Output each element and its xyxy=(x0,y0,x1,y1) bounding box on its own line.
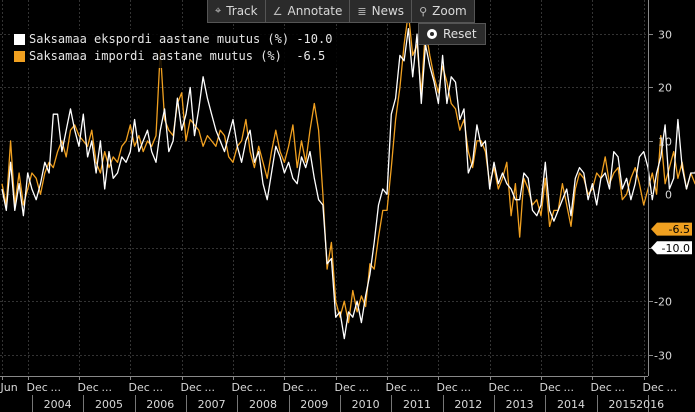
magnifier-icon: ⚲ xyxy=(419,4,428,18)
year-label: 2007 xyxy=(198,398,226,411)
crosshair-icon: ⌖ xyxy=(215,4,222,17)
chart-toolbar: ⌖ Track ∠ Annotate ≣ News ⚲ Zoom xyxy=(207,0,475,23)
series-line-imports xyxy=(1,12,695,324)
x-tick-ellipsis: ... xyxy=(461,381,472,394)
year-label: 2015 xyxy=(608,398,636,411)
year-label: 2014 xyxy=(557,398,585,411)
chart-legend: Saksamaa ekspordi aastane muutus (%) -10… xyxy=(10,29,339,68)
x-tick-ellipsis: ... xyxy=(205,381,216,394)
x-axis: Jun Dec... Dec... Dec... Dec... Dec... Dec... D… xyxy=(0,376,677,412)
legend-swatch-imports xyxy=(14,51,25,62)
news-label: News xyxy=(371,4,405,18)
x-tick-ellipsis: ... xyxy=(667,381,678,394)
x-tick-label: Dec xyxy=(78,381,99,394)
x-tick-ellipsis: ... xyxy=(256,381,267,394)
end-label-imports: -6.5 xyxy=(651,222,692,236)
x-tick-ellipsis: ... xyxy=(153,381,164,394)
y-tick-label: -20 xyxy=(654,296,672,309)
legend-value-exports: -10.0 xyxy=(296,32,333,46)
y-tick-label: 10 xyxy=(658,136,672,149)
x-tick-label: Dec xyxy=(489,381,510,394)
year-label: 2011 xyxy=(403,398,431,411)
year-label: 2016 xyxy=(636,398,664,411)
reset-label: Reset xyxy=(443,27,477,41)
x-tick-ellipsis: ... xyxy=(102,381,113,394)
end-label-imports-marker xyxy=(651,222,692,236)
annotate-button[interactable]: ∠ Annotate xyxy=(266,0,351,22)
x-tick-ellipsis: ... xyxy=(307,381,318,394)
track-button[interactable]: ⌖ Track xyxy=(208,0,266,22)
x-tick-ellipsis: ... xyxy=(615,381,626,394)
year-label: 2004 xyxy=(44,398,72,411)
x-tick-label: Jun xyxy=(0,381,18,394)
year-label: 2009 xyxy=(300,398,328,411)
y-tick-label: 0 xyxy=(665,189,672,202)
news-icon: ≣ xyxy=(357,4,367,18)
year-label: 2005 xyxy=(95,398,123,411)
end-value-labels: -6.5 -10.0 xyxy=(651,222,692,255)
x-tick-ellipsis: ... xyxy=(513,381,524,394)
annotate-label: Annotate xyxy=(287,4,343,18)
legend-value-imports: -6.5 xyxy=(296,49,326,63)
year-label: 2013 xyxy=(506,398,534,411)
y-tick-label: -30 xyxy=(654,350,672,363)
x-tick-label: Dec xyxy=(643,381,664,394)
legend-item-exports[interactable]: Saksamaa ekspordi aastane muutus (%) -10… xyxy=(14,31,332,48)
end-label-imports-text: -6.5 xyxy=(669,223,690,236)
legend-swatch-exports xyxy=(14,34,25,45)
x-tick-label: Dec xyxy=(540,381,561,394)
series-lines xyxy=(1,12,695,340)
year-label: 2012 xyxy=(454,398,482,411)
y-tick-label: 20 xyxy=(658,82,672,95)
x-tick-label: Dec xyxy=(129,381,150,394)
x-tick-label: Dec xyxy=(386,381,407,394)
x-tick-label: Dec xyxy=(283,381,304,394)
year-label: 2006 xyxy=(146,398,174,411)
x-tick-ellipsis: ... xyxy=(51,381,62,394)
legend-item-imports[interactable]: Saksamaa impordi aastane muutus (%) -6.5 xyxy=(14,48,332,65)
end-label-exports-text: -10.0 xyxy=(662,242,690,255)
reset-icon xyxy=(427,29,437,39)
end-label-exports-marker xyxy=(651,241,692,255)
year-label: 2008 xyxy=(249,398,277,411)
track-label: Track xyxy=(226,4,258,18)
news-button[interactable]: ≣ News xyxy=(350,0,413,22)
zoom-button[interactable]: ⚲ Zoom xyxy=(412,0,474,22)
year-label: 2010 xyxy=(352,398,380,411)
legend-label-exports: Saksamaa ekspordi aastane muutus (%) xyxy=(29,32,290,46)
x-tick-label: Dec xyxy=(335,381,356,394)
pencil-icon: ∠ xyxy=(272,4,283,18)
x-tick-label: Dec xyxy=(591,381,612,394)
x-tick-ellipsis: ... xyxy=(410,381,421,394)
series-line-exports xyxy=(1,28,695,340)
x-tick-ellipsis: ... xyxy=(564,381,575,394)
x-tick-ellipsis: ... xyxy=(359,381,370,394)
reset-button[interactable]: Reset xyxy=(418,23,486,45)
x-tick-label: Dec xyxy=(27,381,48,394)
x-tick-label: Dec xyxy=(181,381,202,394)
end-label-exports: -10.0 xyxy=(651,241,692,255)
zoom-label: Zoom xyxy=(432,4,467,18)
x-tick-label: Dec xyxy=(232,381,253,394)
legend-label-imports: Saksamaa impordi aastane muutus (%) xyxy=(29,49,282,63)
y-tick-label: 30 xyxy=(658,29,672,42)
x-tick-label: Dec xyxy=(437,381,458,394)
